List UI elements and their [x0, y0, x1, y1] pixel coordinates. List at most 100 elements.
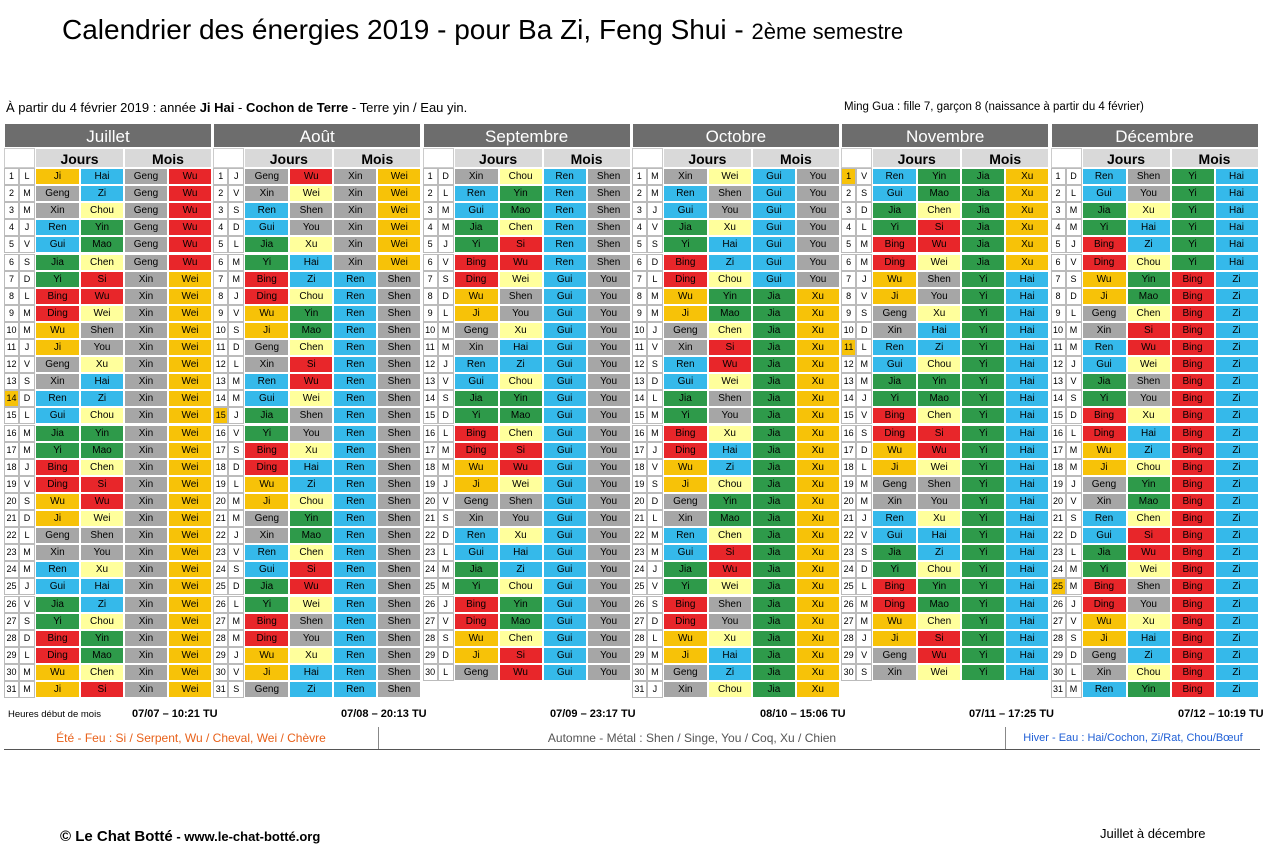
- month-branch: Wei: [168, 304, 212, 322]
- month-stem: Yi: [961, 663, 1006, 681]
- day-number: 13: [4, 373, 19, 391]
- day-row: 6 V Bing Wu Ren Shen: [422, 253, 631, 271]
- day-row: 15 D Bing Xu Bing Zi: [1050, 407, 1259, 425]
- day-stem: Yi: [35, 441, 80, 459]
- month-branch: Shen: [377, 561, 422, 579]
- day-stem: Ren: [1081, 510, 1127, 527]
- day-branch: Zi: [707, 458, 752, 476]
- day-row: 16 V Yi You Ren Shen: [213, 424, 422, 442]
- day-stem: Ji: [35, 168, 80, 185]
- month-branch: You: [586, 612, 631, 630]
- day-branch: Mao: [80, 646, 124, 664]
- day-number: 20: [422, 492, 438, 510]
- day-number: 17: [4, 441, 19, 459]
- day-branch: Zi: [1126, 441, 1171, 459]
- weekday-letter: V: [19, 356, 35, 374]
- month-stem: Jia: [751, 663, 796, 681]
- month-branch: Xu: [795, 304, 840, 322]
- month-stem: Bing: [1170, 458, 1215, 476]
- day-stem: Bing: [1081, 236, 1127, 254]
- day-stem: Xin: [453, 168, 499, 185]
- day-row: 29 M Ji Hai Jia Xu: [631, 646, 840, 664]
- day-stem: Ji: [1081, 458, 1127, 476]
- weekday-letter: L: [437, 663, 454, 681]
- month-stem: Xin: [124, 304, 168, 322]
- month-stem: Jia: [751, 407, 796, 425]
- day-branch: Shen: [1126, 373, 1171, 391]
- weekday-letter: J: [646, 321, 663, 339]
- day-number: 6: [1050, 253, 1066, 271]
- month-stem: Ren: [333, 561, 378, 579]
- month-branch: You: [586, 407, 631, 425]
- day-row: 28 S Ji Hai Bing Zi: [1050, 629, 1259, 647]
- month-stem: Yi: [961, 527, 1006, 545]
- day-stem: Ren: [453, 527, 499, 545]
- month-stem: Yi: [961, 424, 1006, 442]
- day-stem: Ren: [662, 527, 708, 545]
- day-branch: Xu: [498, 321, 543, 339]
- day-row: 5 J Yi Si Ren Shen: [422, 236, 631, 254]
- weekday-letter: D: [228, 339, 245, 356]
- month-branch: Shen: [377, 544, 422, 562]
- month-stem: Gui: [751, 202, 796, 220]
- day-row: 26 L Yi Wei Ren Shen: [213, 595, 422, 613]
- day-stem: Bing: [1081, 578, 1127, 596]
- day-stem: Jia: [35, 424, 80, 442]
- day-branch: You: [1126, 390, 1171, 408]
- day-number: 30: [422, 663, 438, 681]
- month-stem: Xin: [124, 270, 168, 288]
- day-row: 25 M Yi Chou Gui You: [422, 578, 631, 596]
- month-branch: Wei: [168, 475, 212, 493]
- day-stem: Geng: [244, 510, 290, 527]
- day-branch: Shen: [1126, 168, 1171, 185]
- day-branch: Mao: [498, 407, 543, 425]
- month-stem: Bing: [1170, 321, 1215, 339]
- day-branch: Si: [707, 339, 752, 356]
- day-branch: Wu: [80, 287, 124, 305]
- weekday-letter: D: [19, 510, 35, 527]
- day-stem: Jia: [244, 578, 290, 596]
- day-row: 17 M Yi Mao Xin Wei: [4, 441, 212, 459]
- weekday-letter: M: [19, 544, 35, 562]
- day-number: 16: [422, 424, 438, 442]
- weekday-letter: V: [437, 373, 454, 391]
- day-branch: Wu: [707, 561, 752, 579]
- month-branch: You: [586, 458, 631, 476]
- weekday-letter: M: [1065, 219, 1082, 237]
- day-number: 14: [1050, 390, 1066, 408]
- weekday-letter: S: [646, 356, 663, 374]
- month-stem: Yi: [961, 321, 1006, 339]
- day-number: 22: [4, 527, 19, 545]
- weekday-letter: L: [437, 304, 454, 322]
- day-row: 25 M Bing Shen Bing Zi: [1050, 578, 1259, 596]
- month-stem: Bing: [1170, 475, 1215, 493]
- day-row: 10 S Ji Mao Ren Shen: [213, 321, 422, 339]
- day-number: 13: [1050, 373, 1066, 391]
- weekday-letter: M: [856, 253, 873, 271]
- weekday-letter: J: [19, 339, 35, 356]
- day-row: 13 V Jia Shen Bing Zi: [1050, 373, 1259, 391]
- day-row: 25 J Gui Hai Xin Wei: [4, 578, 212, 596]
- month-stem: Xin: [124, 510, 168, 527]
- day-number: 30: [631, 663, 647, 681]
- day-stem: Wu: [35, 321, 80, 339]
- day-stem: Yi: [35, 612, 80, 630]
- day-row: 1 M Xin Wei Gui You: [631, 168, 840, 185]
- month-branch: Zi: [1214, 356, 1259, 374]
- weekday-letter: D: [1065, 287, 1082, 305]
- day-stem: Wu: [453, 287, 499, 305]
- month-branch: Shen: [377, 595, 422, 613]
- month-header: Septembre: [422, 123, 631, 148]
- day-number: 22: [1050, 527, 1066, 545]
- day-branch: Yin: [498, 595, 543, 613]
- day-number: 20: [841, 492, 857, 510]
- day-number: 27: [4, 612, 19, 630]
- day-branch: Xu: [289, 646, 334, 664]
- day-number: 16: [631, 424, 647, 442]
- month-stem: Yi: [1170, 253, 1215, 271]
- day-branch: Xu: [707, 219, 752, 237]
- weekday-letter: S: [19, 253, 35, 271]
- weekday-letter: D: [228, 458, 245, 476]
- day-stem: Ding: [1081, 253, 1127, 271]
- month-stem: Yi: [961, 458, 1006, 476]
